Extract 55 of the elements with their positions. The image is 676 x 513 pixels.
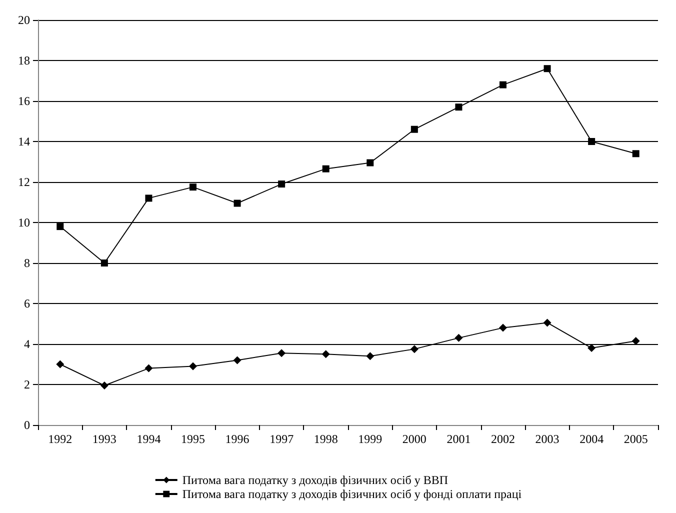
x-tick-label: 2001: [446, 432, 471, 446]
y-tick-label: 0: [24, 418, 30, 432]
y-tick-label: 14: [18, 134, 30, 148]
y-tick-label: 12: [18, 175, 30, 189]
point: [145, 194, 152, 202]
point: [454, 334, 463, 342]
x-tick-label: 2005: [624, 432, 648, 446]
point: [100, 382, 108, 390]
point: [366, 352, 374, 360]
point: [410, 345, 418, 354]
point: [144, 364, 153, 372]
legend-label: Питома вага податку з доходів фізичних осіб у фонді оплати праці: [182, 487, 522, 501]
point: [322, 165, 330, 172]
point: [56, 223, 64, 230]
x-tick-label: 1995: [181, 432, 205, 446]
x-tick-label: 2002: [491, 432, 515, 446]
point: [190, 184, 196, 191]
x-tick-label: 1999: [358, 432, 382, 446]
point: [234, 200, 241, 207]
point: [233, 356, 242, 364]
y-tick-label: 18: [18, 54, 30, 68]
x-tick-label: 1998: [314, 432, 338, 446]
y-tick-label: 10: [18, 216, 30, 230]
x-tick-label: 1992: [48, 432, 72, 446]
y-tick-label: 8: [24, 256, 30, 270]
x-tick-label: 1997: [270, 432, 294, 446]
y-tick-label: 20: [18, 13, 30, 27]
y-tick-label: 2: [24, 378, 30, 392]
y-tick-label: 16: [18, 94, 30, 108]
point: [588, 138, 596, 145]
point: [499, 324, 507, 332]
point: [189, 362, 197, 370]
point: [278, 349, 286, 358]
point: [632, 336, 640, 345]
point: [366, 159, 374, 166]
point: [322, 350, 330, 358]
x-tick-label: 2003: [535, 432, 560, 446]
point: [455, 104, 462, 111]
x-tick-label: 2004: [580, 432, 604, 446]
x-tick-label: 1996: [225, 432, 250, 446]
point: [544, 65, 551, 72]
y-tick-label: 4: [24, 337, 30, 351]
point: [588, 344, 596, 352]
point: [100, 260, 108, 266]
point: [500, 81, 506, 88]
legend-label: Питома вага податку з доходів фізичних осіб у ВВП: [182, 473, 448, 487]
point: [410, 126, 418, 133]
y-tick-label: 6: [24, 296, 30, 310]
point: [56, 360, 64, 368]
x-tick-label: 1994: [136, 432, 161, 446]
point: [543, 318, 552, 327]
point: [632, 150, 640, 158]
point: [278, 180, 286, 188]
x-tick-label: 2000: [402, 432, 426, 446]
x-tick-label: 1993: [92, 432, 116, 446]
